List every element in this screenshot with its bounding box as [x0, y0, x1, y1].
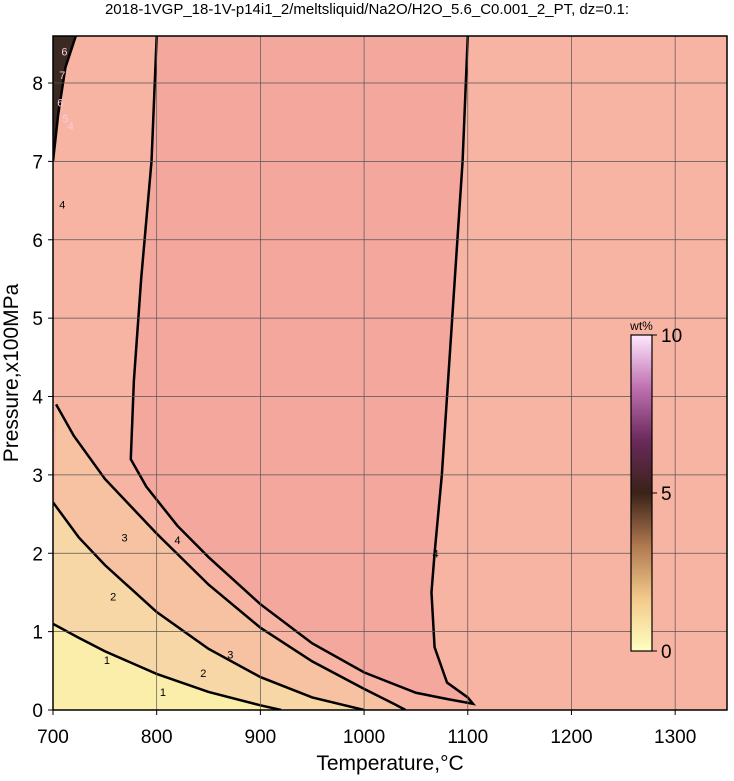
contour-label: 3 — [121, 533, 127, 545]
contour-fill — [130, 36, 473, 704]
contour-fill — [53, 502, 365, 710]
y-tick-label: 4 — [32, 388, 43, 409]
contour-line — [129, 36, 477, 706]
plot-frame — [52, 35, 728, 711]
y-axis-label: Pressure,x100MPa — [0, 283, 23, 462]
contour-label: 3 — [227, 649, 233, 661]
x-tick-label: 1200 — [550, 727, 592, 748]
contour-line — [53, 501, 365, 710]
contour-label: 1 — [160, 687, 166, 699]
y-tick-label: 0 — [32, 701, 43, 722]
contour-label: 4 — [174, 535, 180, 547]
colorbar-tick-label: 0 — [661, 642, 672, 663]
contour-label: 5 — [62, 113, 68, 125]
contour-label: 1 — [104, 655, 110, 667]
y-tick-label: 3 — [32, 466, 43, 487]
contour-label: 4 — [59, 200, 65, 212]
colorbar-label: wt% — [629, 319, 653, 333]
contour-fill — [53, 623, 282, 710]
contour-label: 6 — [61, 47, 67, 59]
x-tick-label: 1100 — [447, 727, 488, 748]
contour-label: 7 — [59, 70, 65, 82]
x-tick-label: 700 — [37, 727, 69, 748]
colorbar-tick-label: 10 — [661, 326, 682, 347]
chart-title: 2018-1VGP_18-1V-p14i1_2/meltsliquid/Na2O… — [105, 1, 629, 18]
y-tick-label: 2 — [32, 544, 43, 565]
y-tick-label: 7 — [32, 152, 43, 173]
contour-label: 4 — [433, 548, 439, 560]
x-tick-label: 900 — [245, 727, 277, 748]
x-tick-label: 800 — [141, 727, 173, 748]
contour-label: 2 — [200, 668, 206, 680]
plot-area — [53, 36, 727, 710]
y-tick-label: 5 — [32, 309, 43, 330]
y-tick-label: 1 — [32, 623, 43, 644]
y-tick-label: 6 — [32, 231, 43, 252]
contour-line — [53, 36, 77, 162]
x-axis-label: Temperature,°C — [316, 752, 463, 775]
y-tick-label: 8 — [32, 74, 43, 95]
contour-label: 2 — [110, 591, 116, 603]
x-tick-label: 1300 — [654, 727, 696, 748]
colorbar — [630, 334, 653, 652]
contour-label: 4 — [68, 121, 74, 133]
contour-label: 6 — [57, 98, 63, 110]
contour-line — [55, 403, 407, 710]
x-tick-label: 1000 — [343, 727, 385, 748]
contour-fill — [53, 36, 76, 162]
colorbar-tick-label: 5 — [661, 484, 672, 505]
